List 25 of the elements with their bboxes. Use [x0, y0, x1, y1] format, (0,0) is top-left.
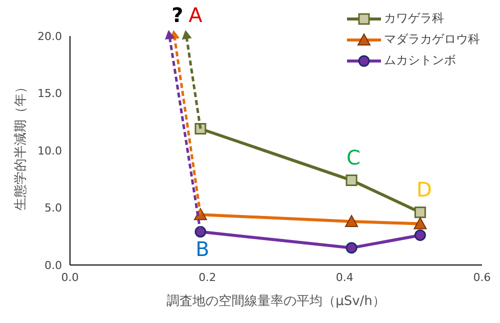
legend-label: カワゲラ科 [384, 10, 444, 27]
annotation: C [346, 145, 361, 170]
point [414, 206, 426, 218]
y-tick-label: 0.0 [44, 258, 62, 272]
legend-label: マダラカゲロウ科 [384, 31, 480, 48]
annotation: B [196, 236, 210, 261]
y-tick-label: 10.0 [38, 144, 62, 158]
annotation: A [188, 3, 203, 27]
y-tick-label: 5.0 [44, 202, 62, 215]
point [346, 174, 358, 186]
x-tick-label: 0.0 [61, 270, 79, 284]
point [346, 242, 358, 254]
x-tick-label: 0.6 [473, 270, 491, 284]
y-tick-label: 20.0 [38, 30, 62, 43]
x-tick-label: 0.2 [198, 270, 216, 284]
y-axis-title: 生態学的半減期（年） [14, 80, 29, 210]
x-axis-title: 調査地の空間線量率の平均（μSv/h） [166, 293, 386, 309]
point [414, 229, 426, 241]
annotation: ? [172, 3, 184, 27]
point [345, 214, 358, 227]
legend-label: ムカシトンボ [384, 52, 456, 69]
x-tick-label: 0.4 [336, 270, 354, 284]
annotation: D [416, 177, 432, 202]
point [414, 217, 427, 230]
y-tick-label: 15.0 [38, 87, 62, 100]
